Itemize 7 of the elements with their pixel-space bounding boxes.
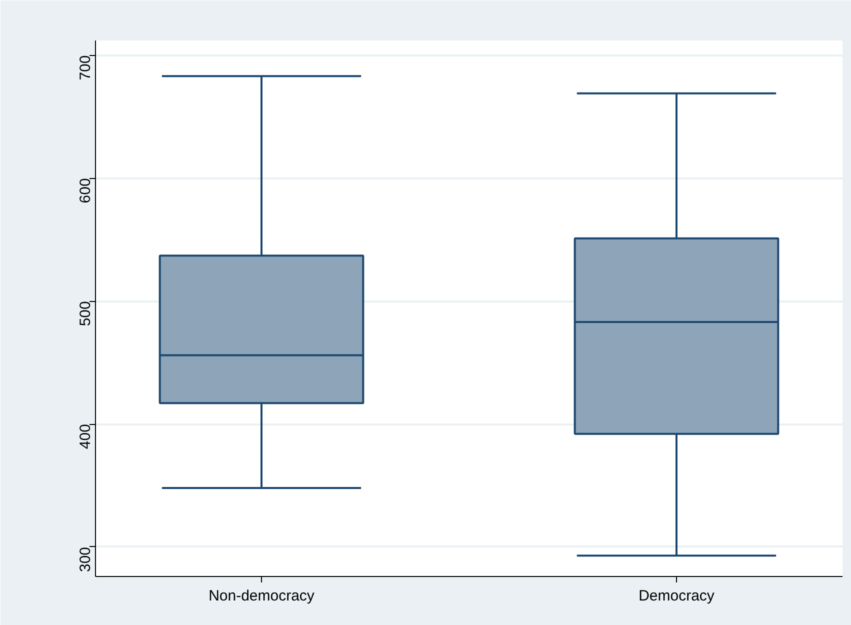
y-tick-label: 300 — [77, 546, 94, 572]
y-tick-label: 400 — [77, 424, 94, 450]
y-tick-label: 500 — [77, 301, 94, 326]
y-tick-label: 700 — [77, 55, 94, 80]
y-tick-label: 600 — [77, 178, 94, 204]
x-tick-label: Non-democracy — [208, 588, 315, 604]
x-tick-label: Democracy — [638, 588, 715, 604]
